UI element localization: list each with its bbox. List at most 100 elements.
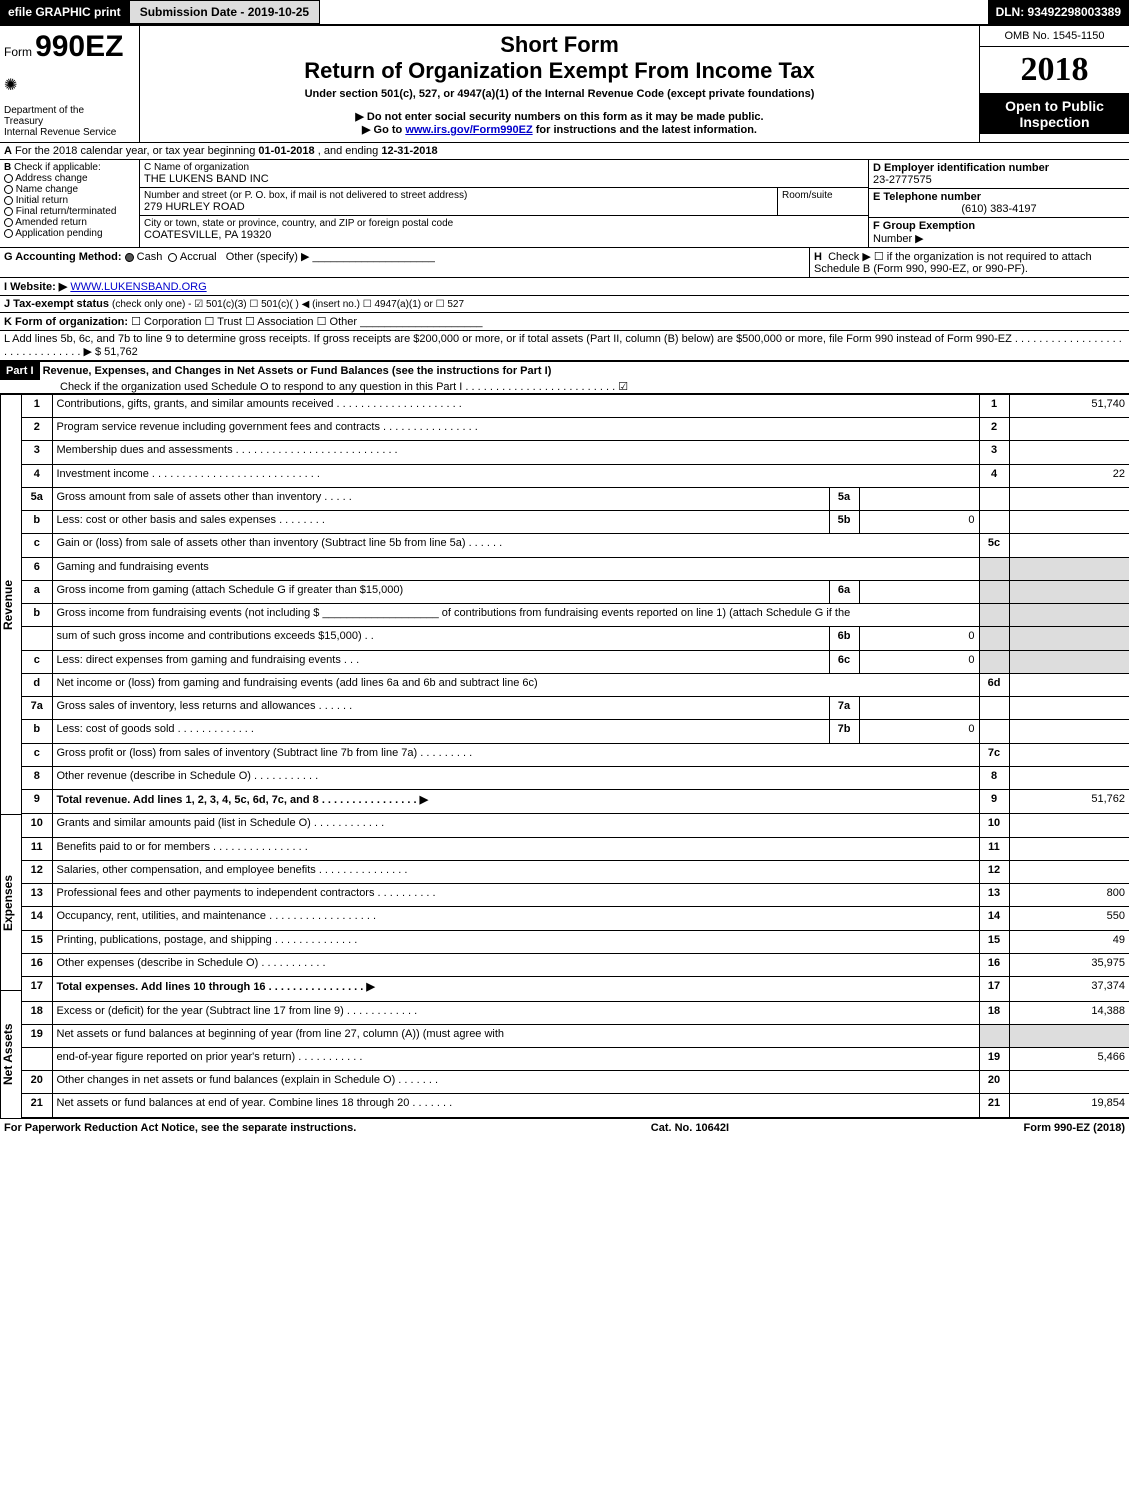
name-change-label: Name change — [16, 184, 78, 195]
line-desc: Total revenue. Add lines 1, 2, 3, 4, 5c,… — [52, 789, 979, 813]
street: 279 HURLEY ROAD — [144, 201, 773, 213]
final-return-radio[interactable] — [4, 207, 13, 216]
line-number: c — [22, 650, 52, 673]
right-line-number: 4 — [979, 464, 1009, 487]
dln-tab: DLN: 93492298003389 — [988, 0, 1129, 24]
right-line-value — [1009, 441, 1129, 464]
table-row: 15Printing, publications, postage, and s… — [22, 930, 1129, 953]
initial-return-radio[interactable] — [4, 196, 13, 205]
line-a-begin: 01-01-2018 — [258, 145, 314, 157]
line-desc: Membership dues and assessments . . . . … — [52, 441, 979, 464]
line-desc: Less: direct expenses from gaming and fu… — [52, 650, 829, 673]
accrual-radio[interactable] — [168, 253, 177, 262]
right-line-number: 14 — [979, 907, 1009, 930]
right-line-value — [1009, 673, 1129, 696]
app-pending-radio[interactable] — [4, 229, 13, 238]
right-line-number: 21 — [979, 1094, 1009, 1118]
k-label: K Form of organization: — [4, 316, 128, 328]
k-options: ☐ Corporation ☐ Trust ☐ Association ☐ Ot… — [131, 316, 357, 328]
right-line-number: 10 — [979, 814, 1009, 837]
table-row: 9Total revenue. Add lines 1, 2, 3, 4, 5c… — [22, 789, 1129, 813]
line-desc: sum of such gross income and contributio… — [52, 627, 829, 650]
right-line-number: 16 — [979, 953, 1009, 976]
c-label: C Name of organization — [144, 162, 864, 173]
line-number: 6 — [22, 557, 52, 580]
mid-line-number: 6c — [829, 650, 859, 673]
line-number: 20 — [22, 1071, 52, 1094]
line-desc: Benefits paid to or for members . . . . … — [52, 837, 979, 860]
netassets-label: Net Assets — [0, 990, 22, 1118]
table-row: 19Net assets or fund balances at beginni… — [22, 1024, 1129, 1047]
right-line-number — [979, 580, 1009, 603]
amended-return-radio[interactable] — [4, 218, 13, 227]
line-desc: Contributions, gifts, grants, and simila… — [52, 395, 979, 418]
right-line-number — [979, 720, 1009, 743]
expenses-label: Expenses — [0, 814, 22, 990]
line-desc: Program service revenue including govern… — [52, 418, 979, 441]
mid-line-number: 5a — [829, 487, 859, 510]
line-g-h: G Accounting Method: Cash Accrual Other … — [0, 248, 1129, 278]
line-desc: Occupancy, rent, utilities, and maintena… — [52, 907, 979, 930]
efile-tab: efile GRAPHIC print — [0, 0, 129, 24]
right-line-number — [979, 487, 1009, 510]
org-info-row: B Check if applicable: Address change Na… — [0, 160, 1129, 248]
header-row: Form 990EZ ✺ Department of the Treasury … — [0, 26, 1129, 143]
line-number: a — [22, 580, 52, 603]
name-change-radio[interactable] — [4, 185, 13, 194]
app-pending-label: Application pending — [15, 228, 102, 239]
line-desc: Gross profit or (loss) from sales of inv… — [52, 743, 979, 766]
mid-line-number: 5b — [829, 511, 859, 534]
omb-number: OMB No. 1545-1150 — [980, 26, 1129, 47]
right-line-value: 51,762 — [1009, 789, 1129, 813]
table-row: bGross income from fundraising events (n… — [22, 604, 1129, 627]
other-specify: Other (specify) ▶ — [226, 251, 310, 263]
city-label: City or town, state or province, country… — [144, 218, 864, 229]
table-row: 4Investment income . . . . . . . . . . .… — [22, 464, 1129, 487]
line-number: 15 — [22, 930, 52, 953]
goto-prefix: ▶ Go to — [362, 124, 405, 136]
right-line-value: 37,374 — [1009, 977, 1129, 1001]
line-number: 13 — [22, 884, 52, 907]
table-row: 8Other revenue (describe in Schedule O) … — [22, 766, 1129, 789]
right-line-number: 2 — [979, 418, 1009, 441]
line-desc: Net assets or fund balances at beginning… — [52, 1024, 979, 1047]
line-desc: Gross income from gaming (attach Schedul… — [52, 580, 829, 603]
mid-line-number: 7b — [829, 720, 859, 743]
right-line-number — [979, 1024, 1009, 1047]
line-desc: Other changes in net assets or fund bala… — [52, 1071, 979, 1094]
line-a-label: A — [4, 145, 12, 157]
f-label: F Group Exemption — [873, 220, 975, 232]
cash-radio[interactable] — [125, 253, 134, 262]
line-desc: Printing, publications, postage, and shi… — [52, 930, 979, 953]
part1-check: Check if the organization used Schedule … — [0, 381, 628, 393]
right-line-value — [1009, 418, 1129, 441]
line-number: 5a — [22, 487, 52, 510]
footer: For Paperwork Reduction Act Notice, see … — [0, 1118, 1129, 1137]
table-row: 16Other expenses (describe in Schedule O… — [22, 953, 1129, 976]
addr-change-radio[interactable] — [4, 174, 13, 183]
website-link[interactable]: WWW.LUKENSBAND.ORG — [70, 281, 206, 293]
mid-line-value: 0 — [859, 627, 979, 650]
final-return-label: Final return/terminated — [16, 206, 117, 217]
no-ssn-text: ▶ Do not enter social security numbers o… — [146, 110, 973, 123]
line-k: K Form of organization: ☐ Corporation ☐ … — [0, 313, 1129, 331]
right-line-value: 19,854 — [1009, 1094, 1129, 1118]
mid-line-number: 6a — [829, 580, 859, 603]
line-number: 12 — [22, 860, 52, 883]
right-line-value — [1009, 743, 1129, 766]
table-row: 17Total expenses. Add lines 10 through 1… — [22, 977, 1129, 1001]
mid-line-value — [859, 697, 979, 720]
right-line-value — [1009, 1024, 1129, 1047]
e-label: E Telephone number — [873, 191, 1125, 203]
line-desc: Net income or (loss) from gaming and fun… — [52, 673, 979, 696]
right-line-value — [1009, 814, 1129, 837]
line-number: 18 — [22, 1001, 52, 1024]
submission-date-tab: Submission Date - 2019-10-25 — [129, 0, 320, 24]
right-line-number: 13 — [979, 884, 1009, 907]
j-label: J Tax-exempt status — [4, 298, 109, 310]
table-row: 5aGross amount from sale of assets other… — [22, 487, 1129, 510]
amended-return-label: Amended return — [15, 217, 87, 228]
part1-header: Part I Revenue, Expenses, and Changes in… — [0, 362, 1129, 394]
goto-link[interactable]: www.irs.gov/Form990EZ — [405, 124, 532, 136]
right-line-value — [1009, 837, 1129, 860]
